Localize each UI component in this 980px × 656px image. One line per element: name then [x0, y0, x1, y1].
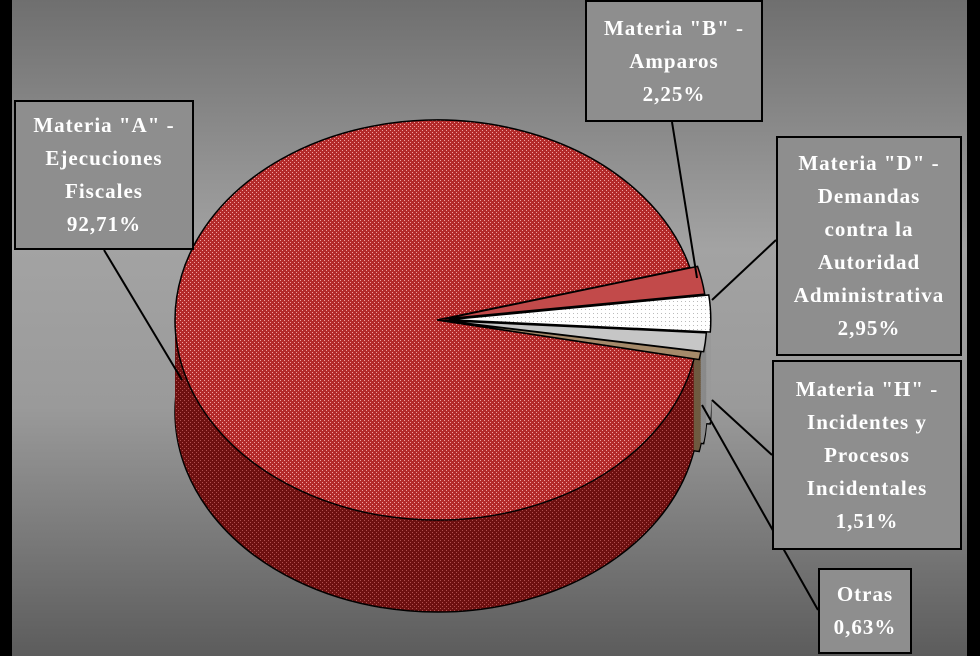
leader-line — [711, 399, 773, 456]
pie-slice — [448, 294, 712, 333]
slice-label: Otras 0,63% — [818, 568, 912, 654]
pie-chart — [103, 119, 819, 613]
leader-line — [671, 121, 698, 279]
slice-label: Materia "D" - Demandas contra la Autoridad A… — [776, 136, 962, 356]
slice-name: Materia "B" - Amparos — [603, 15, 745, 73]
slice-value: 0,63% — [833, 615, 897, 639]
slice-name: Materia "D" - Demandas contra la Autoridad A… — [793, 151, 945, 307]
slice-value: 1,51% — [835, 508, 899, 533]
slice-name: Otras — [836, 582, 894, 606]
chart-area: Materia "A" - Ejecuciones Fiscales 92,71% M… — [12, 0, 967, 656]
slice-label: Materia "B" - Amparos 2,25% — [585, 0, 763, 122]
leader-line — [711, 239, 777, 301]
slice-name: Materia "H" - Incidentes y Procesos Inciden… — [795, 376, 939, 500]
slice-label: Materia "H" - Incidentes y Procesos Inciden… — [772, 360, 962, 550]
slice-name: Materia "A" - Ejecuciones Fiscales — [33, 113, 175, 203]
slice-label: Materia "A" - Ejecuciones Fiscales 92,71% — [14, 100, 194, 250]
pie-slice — [174, 119, 695, 521]
pie-slice — [442, 319, 702, 361]
slice-value: 2,25% — [642, 81, 706, 106]
slice-value: 92,71% — [66, 212, 142, 236]
leader-line — [701, 404, 819, 611]
slice-value: 2,95% — [837, 316, 901, 340]
pie-slice — [444, 265, 706, 320]
leader-line — [103, 249, 183, 381]
